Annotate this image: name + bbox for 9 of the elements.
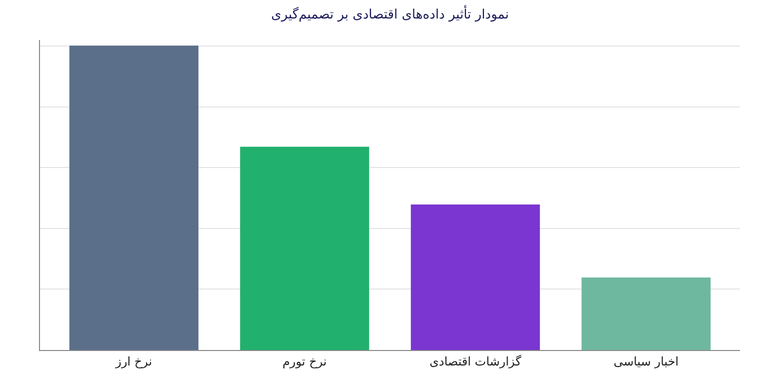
chart-title: نمودار تأثیر داده‌های اقتصادی بر تصمیم‌گیری [271, 4, 509, 23]
x-tick-label: نرخ ارز [114, 354, 152, 368]
x-tick-label: اخبار سیاسی [614, 354, 679, 368]
bar [69, 46, 198, 350]
x-tick-label: نرخ تورم [282, 354, 327, 368]
bar [582, 277, 711, 350]
x-tick-label: گزارشات اقتصادی [429, 354, 522, 368]
bar [240, 146, 370, 350]
bar [410, 204, 540, 350]
